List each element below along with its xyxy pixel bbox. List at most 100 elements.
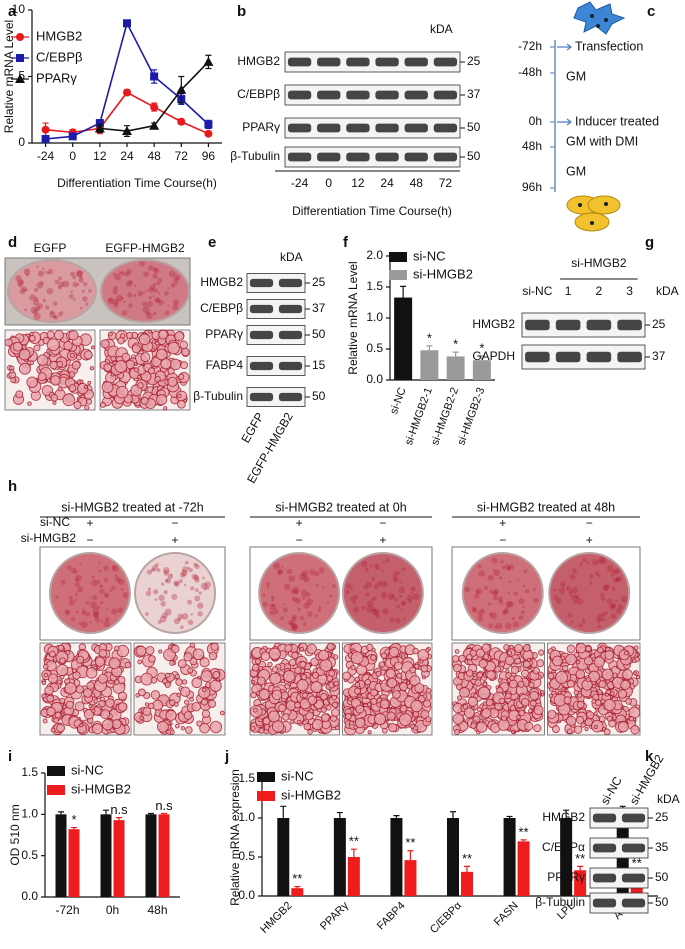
band: [278, 392, 303, 402]
lipid-droplet: [82, 688, 93, 698]
stain-speck: [188, 568, 193, 573]
stain-speck: [382, 608, 389, 615]
lipid-droplet: [108, 657, 121, 670]
bar: [333, 818, 346, 896]
stain-speck: [170, 282, 176, 288]
stain-speck: [36, 303, 43, 310]
cells-top: [573, 1, 626, 35]
stain-speck: [113, 272, 117, 276]
stain-speck: [560, 581, 566, 587]
stain-speck: [29, 294, 36, 301]
stain-speck: [361, 560, 368, 568]
stain-speck: [197, 602, 204, 609]
lipid-droplet: [174, 723, 180, 729]
stain-speck: [298, 573, 306, 581]
band: [317, 90, 341, 100]
panel-label: c: [647, 3, 655, 20]
band: [278, 278, 303, 288]
band: [433, 57, 458, 67]
stain-speck: [92, 595, 98, 600]
stain-speck: [98, 561, 101, 564]
stain-speck: [291, 622, 297, 629]
lipid-droplet: [566, 644, 576, 654]
row-label: C/EBPα: [542, 840, 585, 854]
marker: [176, 84, 187, 94]
stain-speck: [58, 281, 65, 288]
lipid-droplet: [62, 704, 67, 709]
group-title: si-HMGB2 treated at 0h: [275, 500, 406, 514]
lipid-droplet: [184, 726, 193, 734]
lane-label: 48: [410, 176, 424, 190]
x-tick-label: 24: [120, 149, 134, 163]
stain-speck: [315, 584, 319, 587]
sign: +: [499, 516, 506, 530]
stain-speck: [615, 608, 622, 614]
stain-speck: [111, 564, 119, 572]
lipid-droplet: [200, 698, 208, 706]
stain-speck: [501, 610, 507, 615]
lane-label: 3: [626, 284, 633, 298]
stain-speck: [497, 596, 503, 602]
kda-value: 35: [655, 840, 669, 854]
stain-speck: [614, 568, 621, 574]
lipid-droplet: [522, 660, 531, 669]
y-tick-label: 10: [12, 2, 26, 16]
significance: **: [292, 871, 302, 886]
stain-speck: [614, 600, 618, 603]
lipid-droplet: [147, 367, 156, 375]
stain-speck: [598, 556, 605, 564]
stain-speck: [173, 276, 179, 283]
lipid-droplet: [177, 399, 186, 409]
stain-speck: [182, 569, 185, 572]
stain-speck: [516, 579, 520, 582]
stain-speck: [146, 569, 153, 575]
lipid-droplet: [370, 654, 377, 661]
stain-speck: [494, 591, 498, 595]
error-bar: [506, 815, 513, 818]
lipid-droplet: [98, 649, 108, 658]
stain-speck: [30, 306, 38, 314]
stain-speck: [364, 567, 369, 572]
legend-swatch: [389, 252, 407, 262]
band: [525, 351, 550, 363]
stain-speck: [393, 572, 398, 576]
band: [249, 278, 274, 288]
lipid-droplet: [455, 683, 463, 691]
stain-speck: [378, 566, 381, 570]
stain-speck: [304, 578, 307, 582]
stain-speck: [322, 586, 325, 589]
stain-speck: [361, 605, 366, 610]
lipid-droplet: [303, 722, 312, 731]
lipid-droplet: [503, 644, 510, 651]
lipid-droplet: [284, 644, 293, 653]
stain-speck: [93, 612, 99, 618]
lane-label: 24: [380, 176, 394, 190]
marker: [204, 120, 213, 129]
stain-speck: [68, 599, 75, 606]
stain-speck: [395, 570, 400, 576]
marker: [149, 120, 160, 130]
stain-speck: [603, 585, 609, 592]
lipid-droplet: [628, 706, 641, 719]
lipid-droplet: [251, 663, 260, 672]
x-tick-label: -24: [37, 149, 55, 163]
lipid-droplet: [308, 708, 314, 714]
stain-speck: [487, 574, 494, 581]
lipid-droplet: [385, 668, 396, 679]
stain-speck: [595, 571, 600, 576]
lipid-droplet: [173, 702, 179, 707]
stain-speck: [266, 585, 270, 589]
row-label: GAPDH: [472, 349, 515, 363]
stain-speck: [574, 594, 580, 600]
stain-speck: [158, 594, 165, 602]
stain-speck: [144, 289, 148, 292]
stain-speck: [410, 591, 414, 595]
nucleus: [604, 18, 608, 22]
lane-label: 1: [565, 284, 572, 298]
lipid-droplet: [548, 693, 554, 698]
lipid-droplet: [46, 694, 55, 703]
lipid-droplet: [140, 396, 149, 405]
lipid-droplet: [409, 666, 417, 674]
stain-speck: [103, 592, 109, 598]
lipid-droplet: [267, 710, 280, 723]
